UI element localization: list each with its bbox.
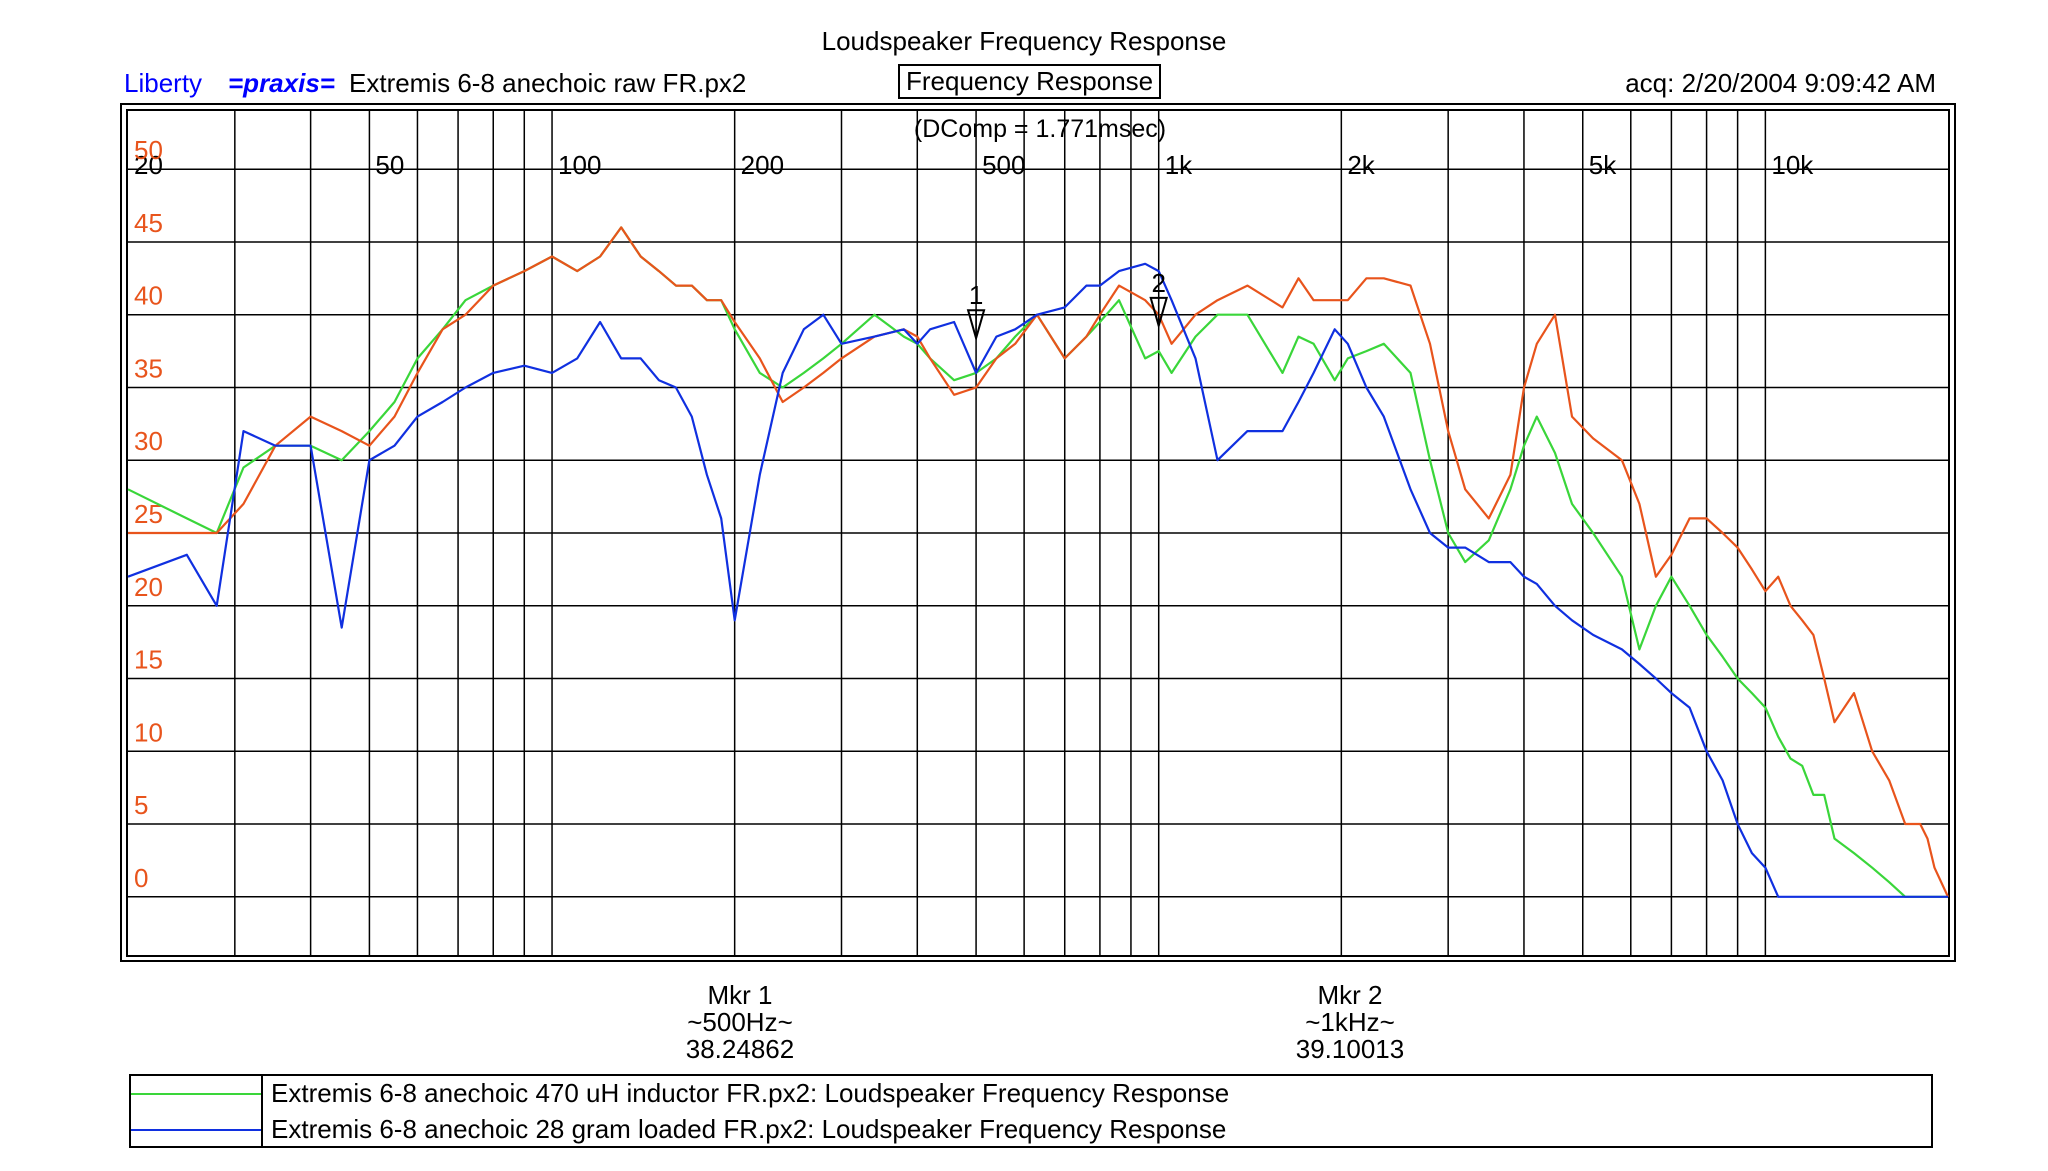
y-tick-label: 0 xyxy=(134,863,148,893)
series-line-inductor xyxy=(127,226,1948,898)
series-line-raw xyxy=(128,226,1949,898)
series-lines xyxy=(127,226,1949,898)
marker-1-readout: Mkr 1 ~500Hz~ 38.24862 xyxy=(640,982,840,1063)
x-tick-label: 2k xyxy=(1347,150,1375,180)
y-tick-label: 20 xyxy=(134,572,163,602)
series-line-loaded xyxy=(127,262,1948,898)
y-tick-label: 35 xyxy=(134,353,163,383)
y-tick-label: 40 xyxy=(134,281,163,311)
plot-frame-inner xyxy=(126,109,1950,957)
marker-2-label: 2 xyxy=(1151,268,1165,298)
app-name: Liberty xyxy=(124,68,203,98)
y-tick-label: 15 xyxy=(134,645,163,675)
panel-title: Frequency Response xyxy=(898,64,1162,99)
y-tick-label: 50 xyxy=(134,135,163,165)
marker-1-label: 1 xyxy=(969,280,983,310)
x-tick-label: 10k xyxy=(1771,150,1814,180)
chart-title: Loudspeaker Frequency Response xyxy=(821,26,1227,56)
x-tick-label: 100 xyxy=(558,150,601,180)
marker-1-title: Mkr 1 xyxy=(707,980,773,1010)
legend-swatch-inductor xyxy=(131,1093,261,1095)
marker-2-readout: Mkr 2 ~1kHz~ 39.10013 xyxy=(1250,982,1450,1063)
marker-2-title: Mkr 2 xyxy=(1317,980,1383,1010)
x-tick-label: 1k xyxy=(1165,150,1193,180)
legend-label-loaded: Extremis 6-8 anechoic 28 gram loaded FR.… xyxy=(271,1114,1227,1144)
marker-1-value: 38.24862 xyxy=(685,1034,795,1064)
legend-divider xyxy=(261,1076,263,1146)
legend-item-loaded: Extremis 6-8 anechoic 28 gram loaded FR.… xyxy=(131,1112,1931,1148)
y-tick-label: 10 xyxy=(134,717,163,747)
y-tick-label: 45 xyxy=(134,208,163,238)
y-tick-label: 30 xyxy=(134,426,163,456)
x-tick-label: 50 xyxy=(375,150,404,180)
legend-item-inductor: Extremis 6-8 anechoic 470 uH inductor FR… xyxy=(131,1076,1931,1112)
marker-2-frequency: ~1kHz~ xyxy=(1305,1007,1395,1037)
legend-label-inductor: Extremis 6-8 anechoic 470 uH inductor FR… xyxy=(271,1078,1230,1108)
x-tick-label: 200 xyxy=(741,150,784,180)
dcomp-annotation: (DComp = 1.771msec) xyxy=(914,115,1166,143)
level-gridlines xyxy=(128,168,1948,898)
plot-frame-outer xyxy=(120,103,1956,962)
y-tick-label: 5 xyxy=(134,790,148,820)
file-name: Extremis 6-8 anechoic raw FR.px2 xyxy=(349,68,747,98)
x-tick-label: 500 xyxy=(982,150,1025,180)
frequency-tick-labels: 20 50 100 200 500 1k 2k 5k 10k xyxy=(134,150,1814,180)
legend-swatch-loaded xyxy=(131,1129,261,1131)
x-tick-label: 20 xyxy=(134,150,163,180)
brand-mark: =praxis= xyxy=(228,68,335,98)
marker-1-frequency: ~500Hz~ xyxy=(687,1007,793,1037)
acquisition-timestamp: acq: 2/20/2004 9:09:42 AM xyxy=(1625,68,1936,98)
marker-2-value: 39.10013 xyxy=(1295,1034,1405,1064)
legend: Extremis 6-8 anechoic 470 uH inductor FR… xyxy=(129,1074,1933,1148)
x-tick-label: 5k xyxy=(1589,150,1617,180)
